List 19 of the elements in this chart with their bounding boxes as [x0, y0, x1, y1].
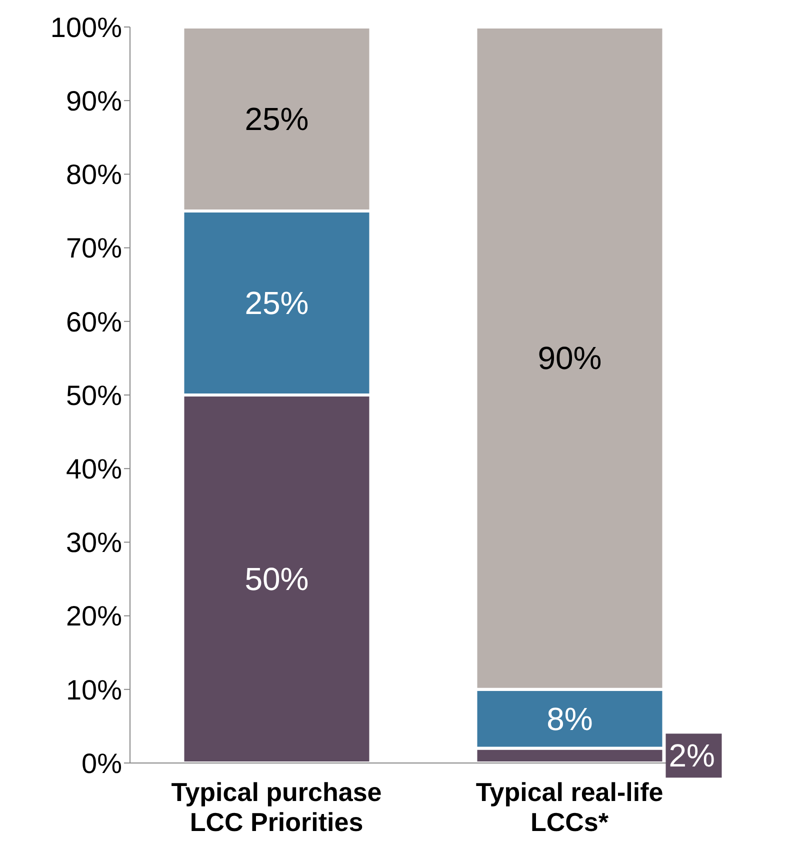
data-label: 25% [244, 285, 309, 321]
data-label: 25% [244, 101, 309, 137]
y-tick-label: 40% [66, 454, 122, 485]
data-label: 2% [668, 738, 715, 774]
y-tick-label: 20% [66, 600, 122, 632]
y-tick-label: 100% [50, 12, 122, 43]
x-tick-label: Typical real-life LCCs* [476, 777, 664, 837]
data-label: 50% [244, 561, 309, 597]
x-tick-label: Typical purchase LCC Priorities [171, 777, 382, 837]
y-tick-label: 80% [66, 159, 122, 190]
data-label: 90% [538, 340, 602, 376]
y-tick-label: 50% [66, 380, 122, 411]
y-tick-label: 60% [66, 306, 122, 338]
y-tick-label: 70% [66, 232, 122, 264]
y-tick-label: 30% [66, 527, 122, 558]
data-label: 8% [546, 700, 593, 737]
y-tick-label: 10% [66, 674, 122, 706]
y-tick-label: 0% [82, 748, 122, 779]
y-tick-label: 90% [66, 86, 122, 117]
